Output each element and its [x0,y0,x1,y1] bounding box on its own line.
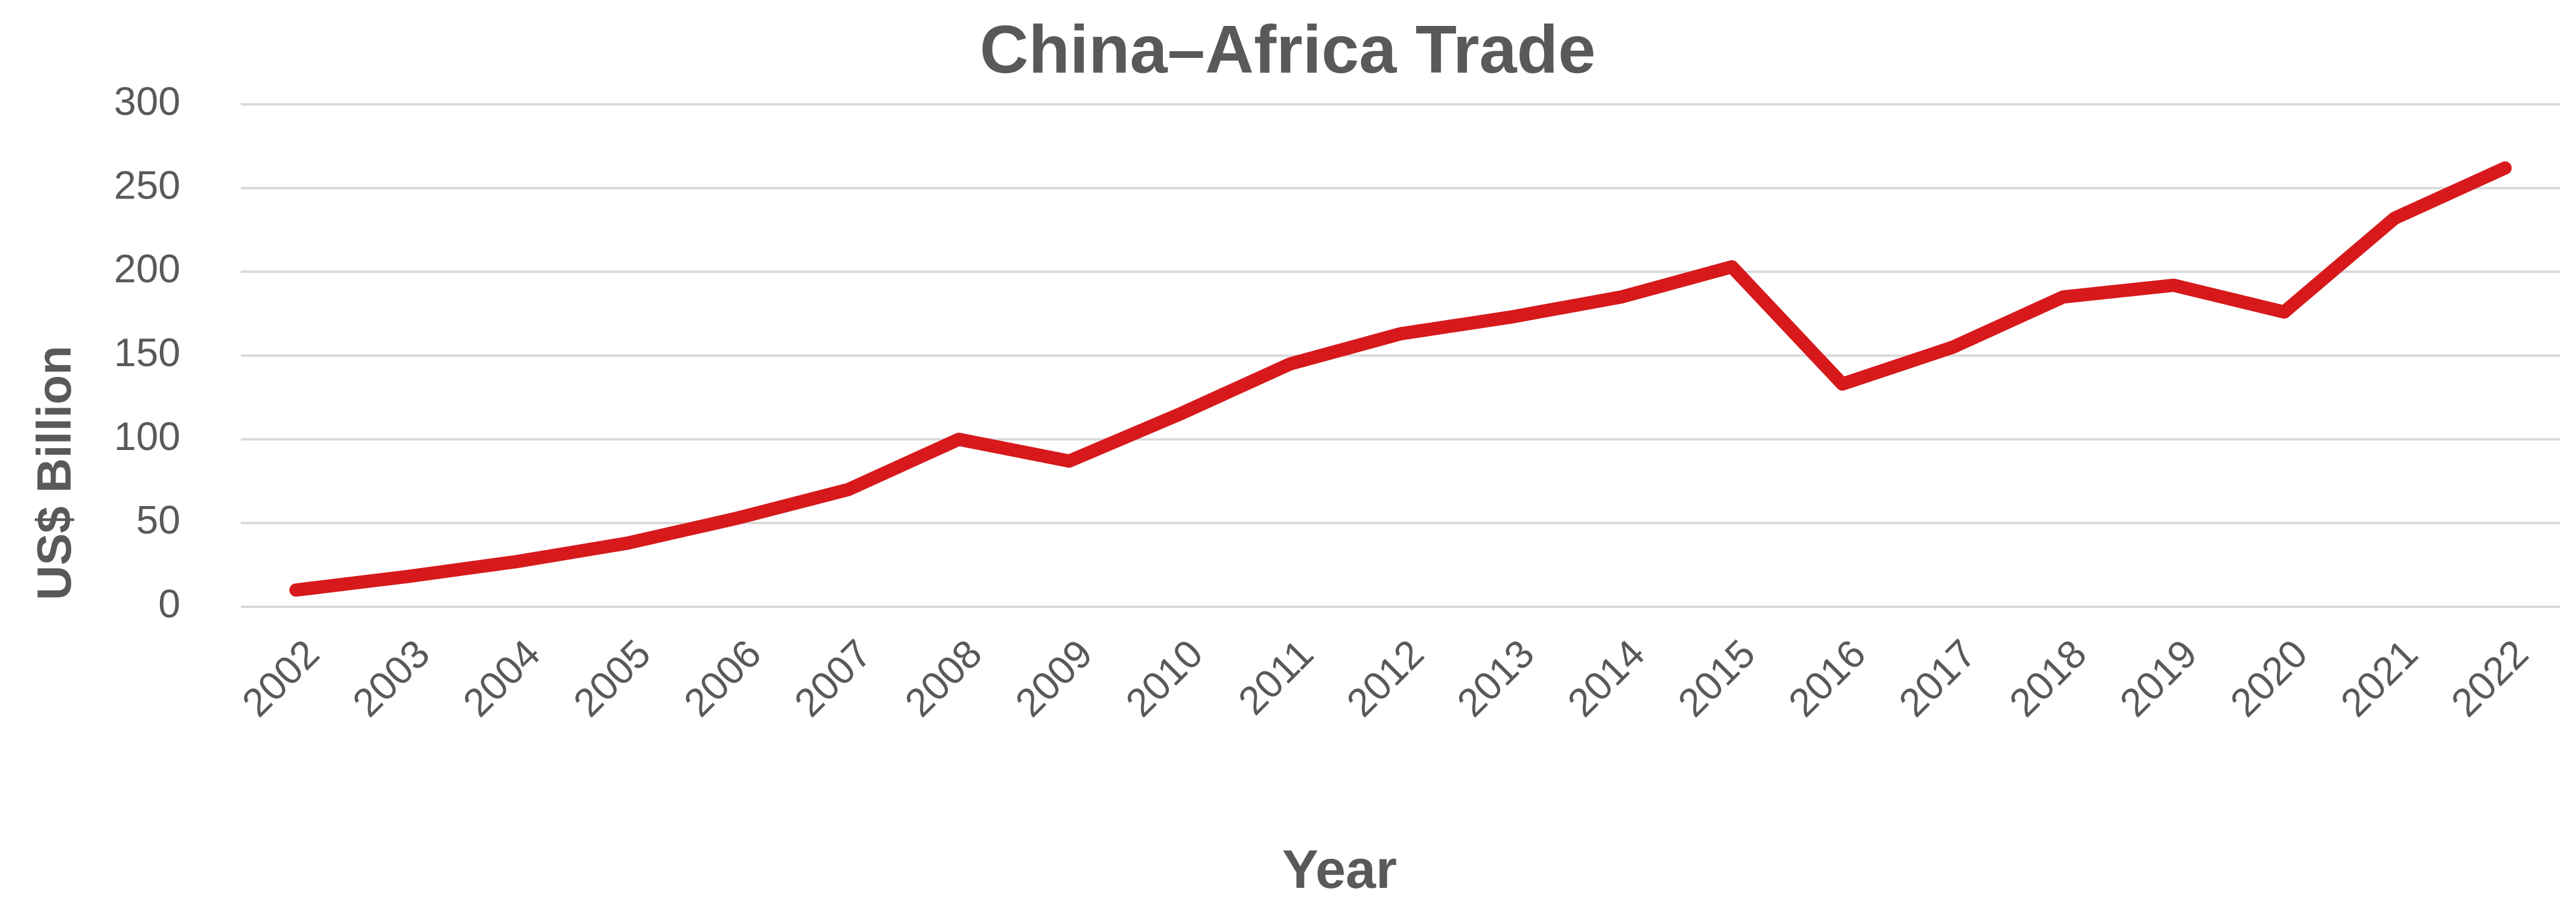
x-tick-label: 2009 [1007,631,1101,725]
x-tick-label: 2002 [234,631,328,725]
x-tick-label: 2018 [2000,631,2094,725]
y-tick-label: 50 [136,498,180,542]
x-tick-label: 2010 [1117,631,1211,725]
x-tick-label: 2015 [1669,631,1763,725]
y-tick-label: 100 [114,414,180,458]
y-tick-label: 150 [114,330,180,375]
chart-title: China–Africa Trade [980,12,1596,87]
x-tick-label: 2003 [344,631,438,725]
x-tick-label: 2014 [1559,631,1653,725]
x-tick-label: 2012 [1338,631,1432,725]
x-tick-label: 2013 [1448,631,1542,725]
x-tick-label: 2017 [1890,631,1984,725]
y-tick-label: 200 [114,246,180,291]
y-tick-label: 250 [114,162,180,207]
data-line [289,161,2512,597]
x-tick-label: 2011 [1229,631,1321,723]
y-tick-label: 300 [114,78,180,123]
x-tick-label: 2020 [2221,631,2315,725]
x-tick-label: 2016 [1779,631,1874,725]
y-axis-label: US$ Billion [27,346,81,600]
x-tick-label: 2021 [2332,631,2426,725]
x-tick-label: 2006 [675,631,769,725]
x-tick-label: 2004 [454,631,549,725]
x-tick-label: 2005 [565,631,659,725]
x-tick-label: 2019 [2111,631,2205,725]
y-tick-label: 0 [158,581,180,625]
x-tick-label: 2008 [896,631,990,725]
x-tick-label: 2007 [786,631,880,725]
x-tick-label: 2022 [2443,631,2537,725]
x-axis-label: Year [1282,840,1397,900]
